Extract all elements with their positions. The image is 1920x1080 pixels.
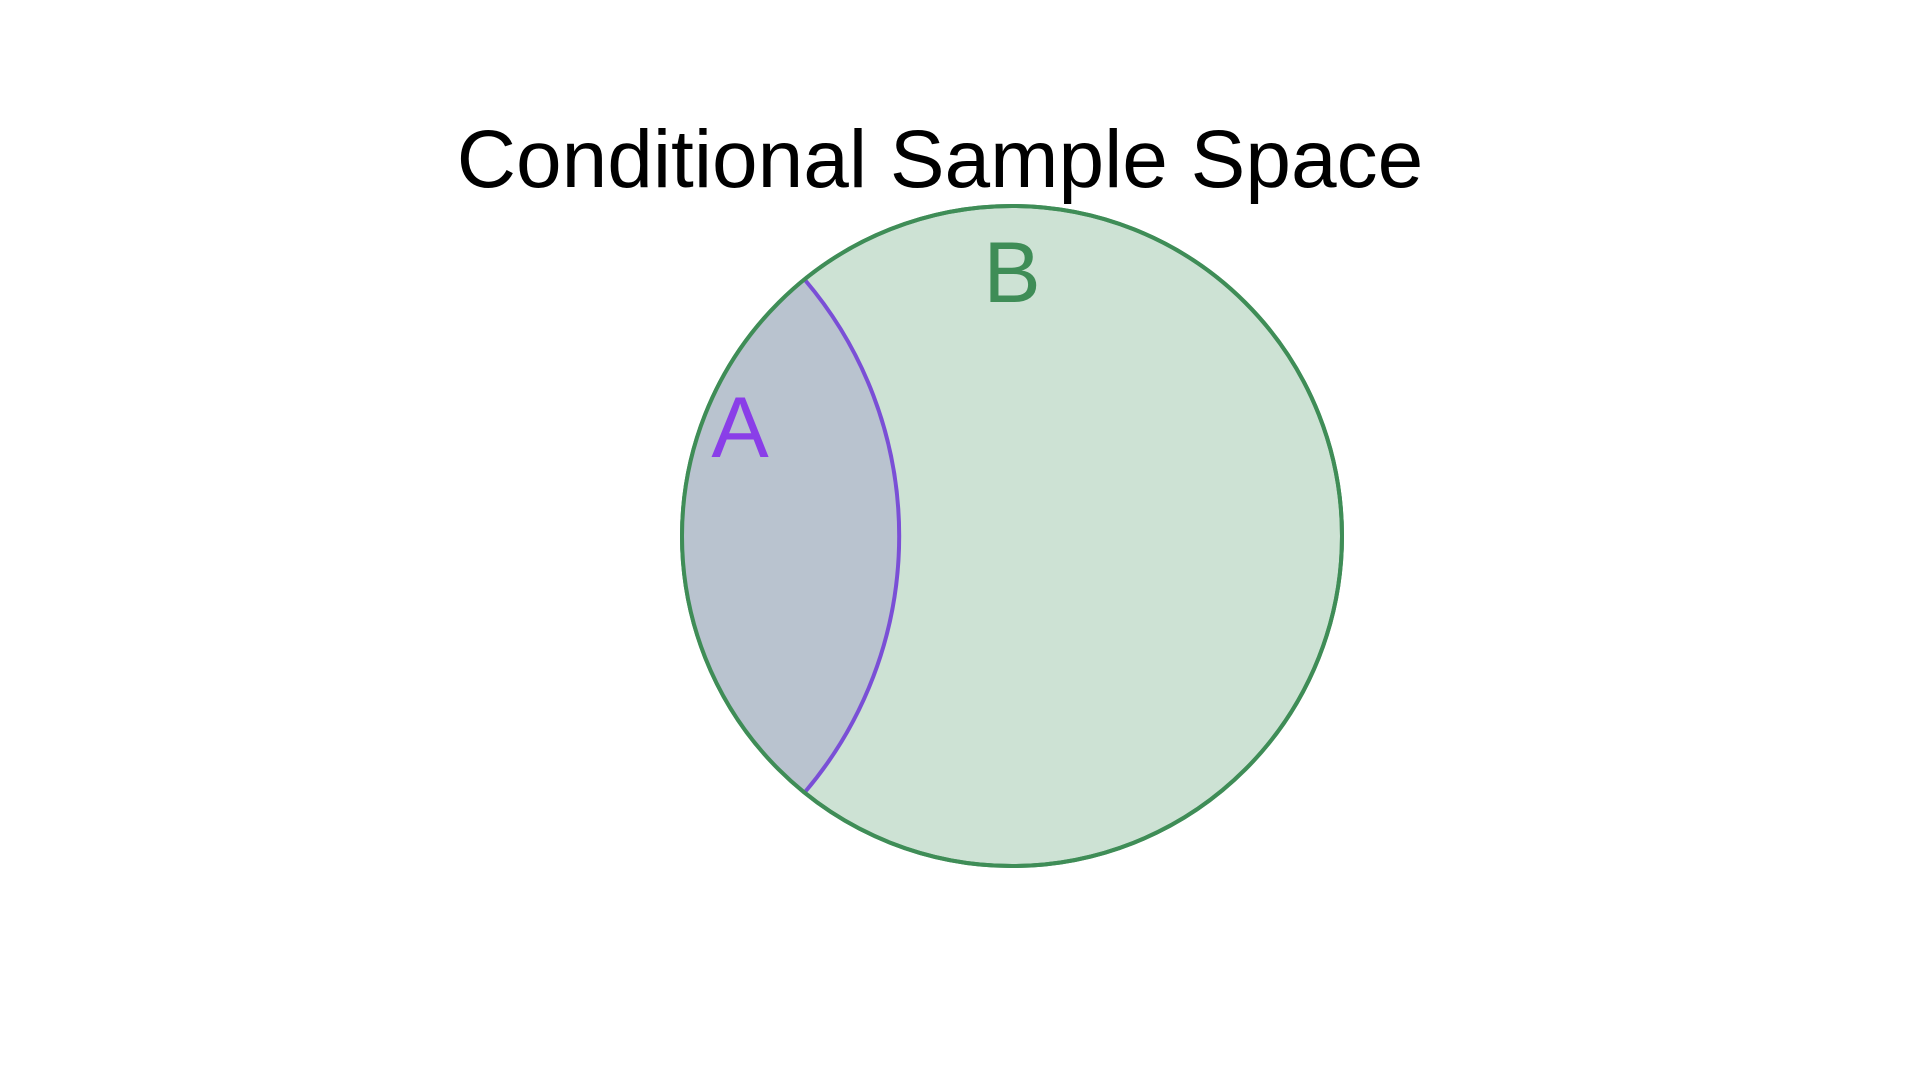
set-a-label: A	[711, 380, 769, 476]
set-b-outline	[680, 204, 1344, 868]
set-a-boundary	[803, 278, 902, 794]
set-a-region	[683, 280, 900, 792]
diagram-title: Conditional Sample Space	[456, 114, 1424, 205]
set-b-label: B	[983, 225, 1040, 321]
